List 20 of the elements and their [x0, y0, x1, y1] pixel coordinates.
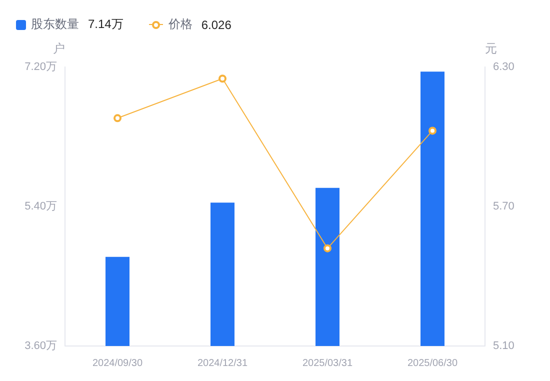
- x-tick-label: 2025/06/30: [407, 358, 458, 369]
- text: 6.026: [201, 18, 232, 32]
- y-tick-label: 3.60万: [24, 340, 57, 352]
- point: [428, 126, 436, 135]
- x-tick-label: 2025/03/31: [302, 358, 353, 369]
- y-axis-title: 户: [53, 41, 65, 56]
- legend-label: 价格: [168, 16, 192, 33]
- y-tick-label: 7.20万: [24, 61, 57, 74]
- x-tick-label: 2024/12/31: [197, 358, 248, 369]
- text: 7.14万: [88, 16, 124, 33]
- y2-tick-label: 5.70: [493, 200, 514, 213]
- y2-axis-title: 元: [485, 41, 497, 56]
- point: [324, 244, 332, 252]
- legend-label: 股东数量: [31, 16, 79, 33]
- point: [218, 74, 226, 83]
- point: [114, 114, 122, 122]
- y-tick-label: 5.40万: [24, 200, 57, 213]
- x-tick-label: 2024/09/30: [92, 358, 143, 369]
- y2-tick-label: 6.30: [493, 61, 514, 74]
- y2-tick-label: 5.10: [493, 340, 514, 352]
